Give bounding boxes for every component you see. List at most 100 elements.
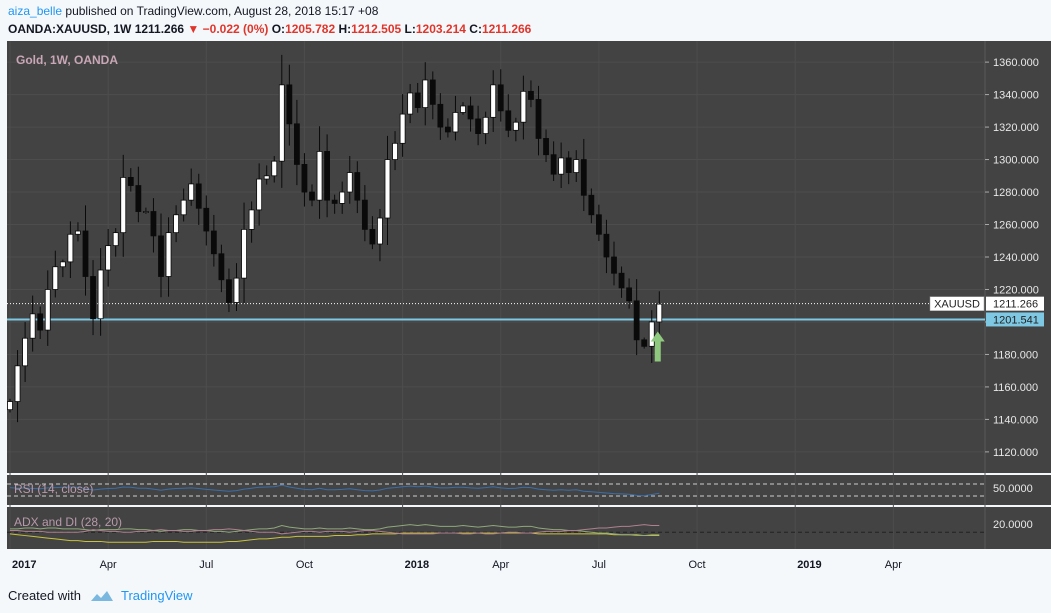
price-grid (7, 41, 985, 549)
adx-series (7, 524, 985, 543)
candle-body (588, 194, 595, 216)
candle-body (180, 199, 187, 216)
candle-body (195, 183, 202, 209)
adx-panel[interactable] (7, 507, 985, 549)
y-tick-label: 1220.000 (993, 284, 1039, 296)
price-axis-ticks: 1120.0001140.0001160.0001180.0001200.000… (985, 57, 1039, 459)
tradingview-link[interactable]: TradingView (120, 588, 193, 603)
candle-body (218, 253, 225, 281)
candle-body (7, 401, 13, 411)
x-tick-label: Oct (296, 559, 313, 571)
candle-body (444, 126, 451, 133)
candle-body (407, 92, 414, 115)
close-label: C: (469, 22, 482, 36)
candle-body (14, 365, 21, 402)
candle-body (301, 164, 308, 193)
candle-body (543, 138, 549, 156)
candle-body (392, 142, 398, 160)
y-tick-label: 1300.000 (993, 155, 1039, 167)
y-tick-label: 1280.000 (993, 187, 1039, 199)
candle-body (52, 266, 59, 290)
x-tick-label: 2019 (797, 559, 821, 571)
high-label: H: (338, 22, 352, 36)
candle-body (339, 191, 346, 204)
chart-area[interactable]: 1120.0001140.0001160.0001180.0001200.000… (0, 40, 1051, 585)
candle-body (256, 178, 263, 211)
rsi-series (7, 483, 985, 497)
chart-title: Gold, 1W, OANDA (16, 53, 118, 67)
candle-body (97, 269, 104, 320)
candle-body (422, 79, 429, 108)
low-label: L: (404, 22, 416, 36)
candle-body (127, 177, 134, 186)
candle-body (618, 272, 625, 289)
tradingview-logo-icon (90, 590, 113, 601)
candle-body (535, 99, 542, 139)
price-axis[interactable] (985, 41, 1051, 549)
symbol-label: OANDA:XAUUSD, 1W (8, 22, 132, 36)
candle-body (316, 151, 323, 201)
candle-body (596, 214, 602, 235)
y-tick-label: 1360.000 (993, 57, 1039, 69)
candle-body (377, 217, 383, 245)
candle-body (633, 300, 640, 341)
up-arrow-annotation (650, 331, 665, 362)
low-value: 1203.214 (415, 22, 466, 36)
y-tick-label: 1320.000 (993, 122, 1039, 134)
candle-body (550, 154, 557, 175)
support-line (7, 303, 985, 321)
last-price: 1211.266 (134, 22, 185, 36)
candle-body (120, 177, 127, 234)
created-with-label: Created with (8, 588, 81, 603)
candle-body (142, 211, 149, 213)
candle-body (482, 116, 489, 134)
x-tick-label: Apr (100, 559, 117, 571)
y-tick-label: 1340.000 (993, 90, 1039, 102)
candle-body (467, 105, 474, 120)
rsi-title: RSI (14, close) (14, 482, 93, 496)
candle-body (475, 118, 482, 134)
candle-body (558, 157, 565, 175)
candle-body (248, 209, 255, 230)
open-value: 1205.782 (285, 22, 336, 36)
rsi-level-label: 50.0000 (993, 483, 1033, 495)
rsi-panel[interactable] (7, 475, 985, 505)
author-link[interactable]: aiza_belle (8, 4, 63, 18)
candle-body (641, 339, 648, 347)
candle-body (90, 276, 96, 320)
y-tick-label: 1180.000 (993, 349, 1038, 361)
y-tick-label: 1260.000 (993, 220, 1039, 232)
candle-body (611, 256, 617, 274)
x-tick-label: 2018 (405, 559, 429, 571)
candle-body (626, 287, 632, 302)
time-axis[interactable] (0, 549, 1051, 585)
published-line: aiza_belle published on TradingView.com,… (8, 4, 378, 18)
candle-body (399, 113, 406, 144)
candle-body (520, 90, 527, 123)
candle-body (293, 123, 300, 165)
candle-body (384, 159, 391, 219)
candle-body (241, 228, 247, 279)
candle-body (158, 235, 164, 277)
candle-body (452, 112, 459, 133)
candle-body (75, 230, 81, 235)
candles (7, 54, 665, 423)
candle-body (573, 159, 580, 173)
adx-title: ADX and DI (28, 20) (14, 515, 122, 529)
published-text: published on TradingView.com, August 28,… (65, 4, 379, 18)
candle-body (37, 313, 44, 331)
candle-body (67, 233, 74, 263)
candle-body (226, 279, 232, 303)
x-tick-label: Apr (492, 559, 509, 571)
candle-body (497, 84, 504, 112)
candle-body (309, 191, 315, 201)
y-tick-label: 1120.000 (993, 447, 1038, 459)
open-label: O: (271, 22, 286, 36)
footer: Created with TradingView (8, 588, 193, 603)
di-minus-line (10, 524, 660, 535)
candle-body (286, 84, 293, 125)
candle-body (490, 84, 497, 118)
candle-body (271, 160, 278, 177)
candle-body (44, 289, 51, 331)
adx-level-label: 20.0000 (993, 519, 1033, 531)
